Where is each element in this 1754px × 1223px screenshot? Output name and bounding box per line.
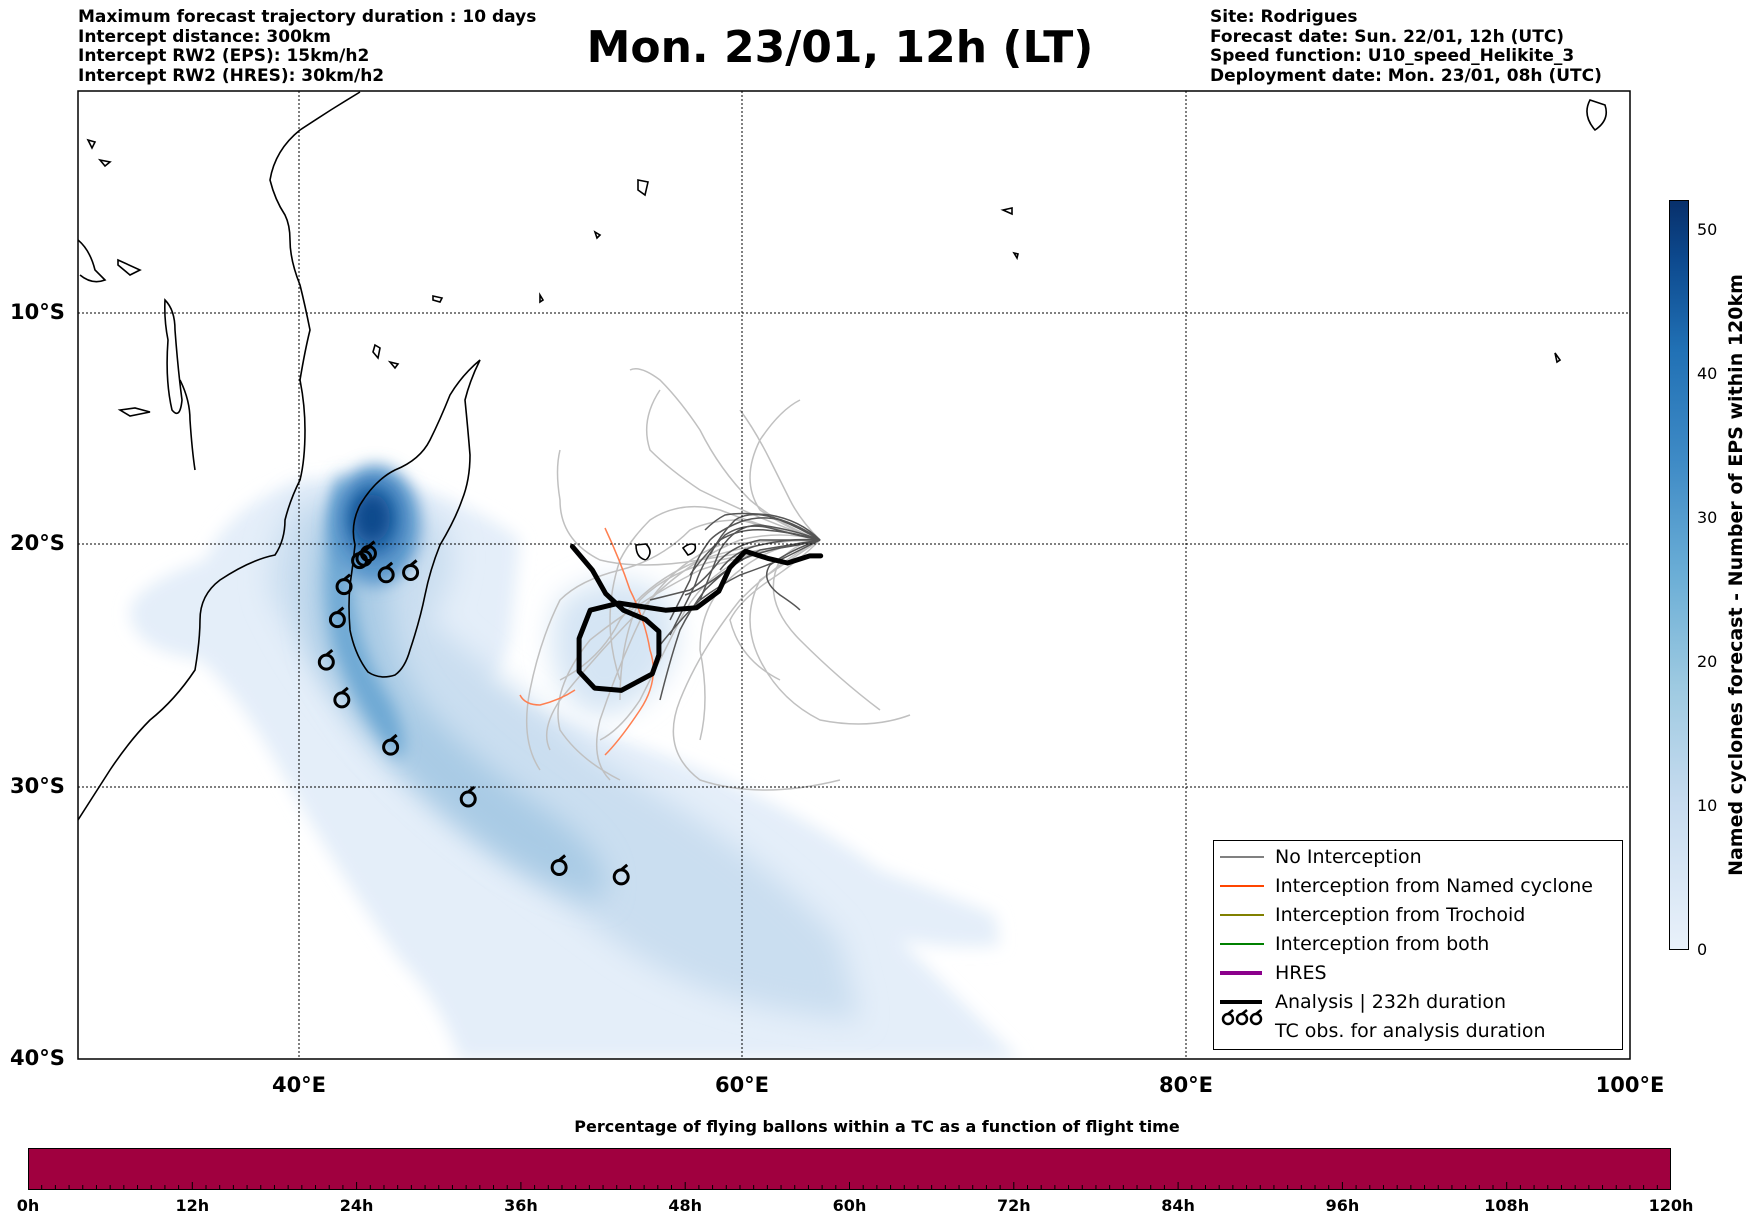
legend-swatch-line xyxy=(1220,971,1262,975)
colorbar-tick: 10 xyxy=(1697,796,1718,815)
flight-time-label: 48h xyxy=(668,1196,703,1215)
tc-observation-marker xyxy=(459,785,477,808)
header-left-line: Intercept RW2 (EPS): 15km/h2 xyxy=(78,46,370,66)
bottom-colorbar-title: Percentage of flying ballons within a TC… xyxy=(574,1117,1180,1136)
flight-time-label: 84h xyxy=(1161,1196,1195,1215)
tc-observation-marker xyxy=(382,733,400,756)
colorbar-tick: 40 xyxy=(1697,364,1718,383)
legend-swatch-line xyxy=(1220,856,1264,858)
page-title: Mon. 23/01, 12h (LT) xyxy=(586,22,1094,73)
header-right-line: Forecast date: Sun. 22/01, 12h (UTC) xyxy=(1210,26,1565,47)
tc-observation-marker xyxy=(328,606,346,629)
legend-label: Interception from Named cyclone xyxy=(1275,875,1593,897)
colorbar-tick: 30 xyxy=(1697,508,1718,527)
colorbar-tick: 20 xyxy=(1697,652,1718,671)
header-left-line: Intercept distance: 300km xyxy=(78,26,331,47)
header-right-line: Site: Rodrigues xyxy=(1210,7,1358,27)
tc-observation-marker xyxy=(612,863,630,886)
tc-observation-marker xyxy=(333,686,351,709)
analysis-track xyxy=(569,544,824,693)
header-right-line: Speed function: U10_speed_Helikite_3 xyxy=(1210,46,1575,66)
header-left: Maximum forecast trajectory duration : 1… xyxy=(78,7,537,86)
lat-label: 40°S xyxy=(10,1046,65,1070)
flight-time-label: 72h xyxy=(996,1196,1031,1215)
header-left-line: Maximum forecast trajectory duration : 1… xyxy=(78,7,537,27)
density-colorbar xyxy=(1669,200,1689,950)
flight-time-label: 36h xyxy=(504,1196,538,1215)
legend-label: TC obs. for analysis duration xyxy=(1275,1020,1546,1042)
lon-label: 80°E xyxy=(1158,1073,1214,1097)
legend: No Interception Interception from Named … xyxy=(1213,840,1623,1050)
lon-label: 40°E xyxy=(271,1073,327,1097)
header-right: Site: Rodrigues Forecast date: Sun. 22/0… xyxy=(1210,7,1602,86)
legend-swatch-line xyxy=(1220,914,1264,916)
header-right-line: Deployment date: Mon. 23/01, 08h (UTC) xyxy=(1210,65,1602,86)
lon-label: 60°E xyxy=(714,1073,770,1097)
cyclone-density-shading xyxy=(130,465,1019,1059)
tc-observation-marker xyxy=(317,648,335,671)
legend-label: HRES xyxy=(1275,962,1327,984)
flight-time-label: 120h xyxy=(1648,1196,1694,1215)
tc-observation-marker xyxy=(402,559,420,581)
flight-time-label: 12h xyxy=(175,1196,210,1215)
flight-time-label: 60h xyxy=(832,1196,867,1215)
colorbar-tick: 0 xyxy=(1697,940,1708,959)
legend-label: No Interception xyxy=(1275,846,1422,868)
legend-label: Interception from Trochoid xyxy=(1275,904,1526,926)
tc-observation-marker xyxy=(377,561,395,584)
map-frame xyxy=(77,90,1631,1060)
legend-label: Interception from both xyxy=(1275,933,1490,955)
flight-time-ticks xyxy=(28,1182,1671,1190)
lat-label: 20°S xyxy=(10,531,65,555)
flight-time-label: 24h xyxy=(339,1196,374,1215)
tc-observation-marker xyxy=(355,545,373,567)
legend-swatch-line xyxy=(1220,943,1264,945)
lon-label: 100°E xyxy=(1595,1073,1665,1097)
colorbar-label: Named cyclones forecast - Number of EPS … xyxy=(1725,274,1747,876)
legend-swatch-line xyxy=(1220,885,1264,887)
lat-label: 10°S xyxy=(10,300,65,324)
tc-observation-marker xyxy=(550,854,568,876)
gridlines xyxy=(78,91,1630,1059)
legend-label: Analysis | 232h duration xyxy=(1275,991,1507,1013)
coastlines xyxy=(78,91,1608,821)
colorbar-tick: 50 xyxy=(1697,220,1718,239)
flight-time-label: 96h xyxy=(1325,1196,1360,1215)
eps-trajectories xyxy=(519,368,911,791)
header-left-line: Intercept RW2 (HRES): 30km/h2 xyxy=(78,65,385,86)
cyclone-symbol-icon xyxy=(1221,1009,1263,1026)
lat-label: 30°S xyxy=(10,774,65,798)
flight-time-label: 108h xyxy=(1484,1196,1530,1215)
flight-time-label: 0h xyxy=(16,1196,40,1215)
legend-swatch-line xyxy=(1220,1000,1262,1004)
tc-observation-marker xyxy=(335,573,353,596)
